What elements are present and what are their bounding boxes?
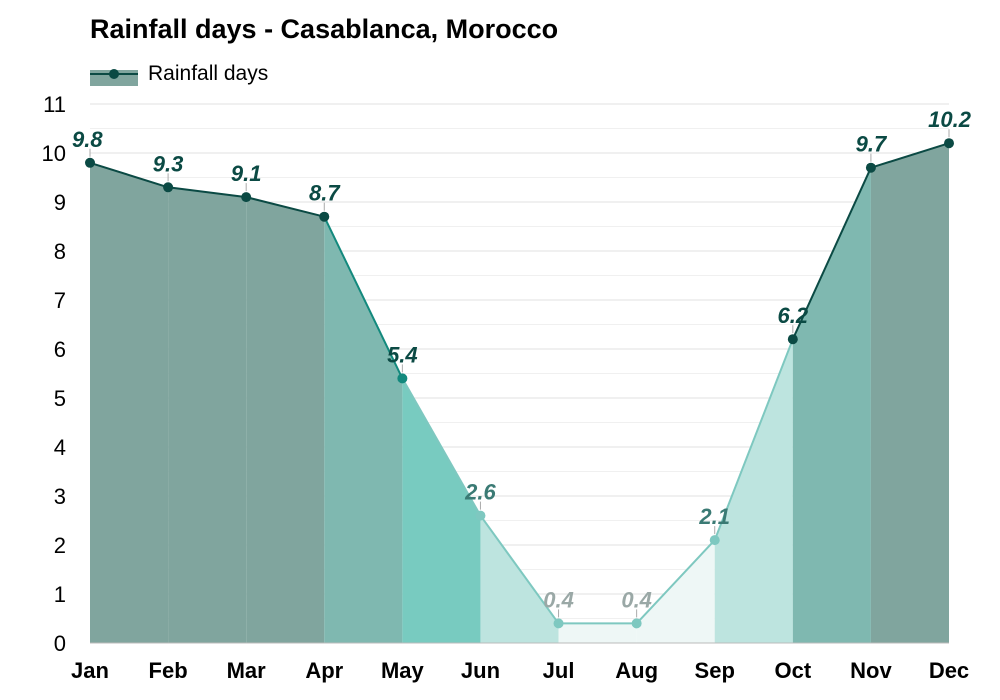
x-tick-label: Jul [543, 658, 575, 683]
x-tick-label: Nov [850, 658, 892, 683]
area-segment [324, 216, 403, 643]
area-segment [870, 143, 949, 643]
data-label: 10.2 [928, 107, 972, 132]
area-segment [246, 197, 325, 643]
y-tick-label: 10 [42, 141, 66, 166]
area-layer [90, 143, 949, 644]
data-label: 6.2 [778, 303, 809, 328]
data-point[interactable] [397, 373, 408, 384]
y-tick-label: 6 [54, 337, 66, 362]
data-label: 2.6 [464, 480, 496, 505]
data-label: 2.1 [698, 504, 730, 529]
x-tick-label: Feb [149, 658, 188, 683]
y-tick-label: 0 [54, 631, 66, 656]
x-tick-label: Apr [305, 658, 343, 683]
chart-title: Rainfall days - Casablanca, Morocco [90, 14, 559, 44]
area-segment [480, 515, 559, 643]
y-tick-label: 4 [54, 435, 66, 460]
line-layer [89, 142, 950, 625]
x-tick-label: Jun [461, 658, 500, 683]
series-line-segment [479, 515, 560, 624]
x-tick-label: May [381, 658, 425, 683]
series-line-segment [791, 167, 872, 340]
series-line-segment [245, 196, 325, 218]
data-label: 9.3 [153, 151, 184, 176]
series-line-segment [713, 338, 794, 541]
series-line-segment [323, 216, 404, 379]
data-point[interactable] [163, 182, 174, 193]
y-tick-label: 11 [43, 92, 66, 117]
data-point[interactable] [553, 618, 564, 629]
series-line-segment [167, 186, 247, 199]
y-tick-label: 5 [54, 386, 66, 411]
legend-swatch-marker [109, 69, 119, 79]
area-segment [558, 623, 637, 643]
data-point[interactable] [709, 535, 720, 546]
legend-swatch-icon [90, 69, 138, 86]
y-tick-label: 7 [54, 288, 66, 313]
data-point[interactable] [944, 138, 954, 149]
data-label: 0.4 [543, 587, 574, 612]
y-tick-label: 1 [54, 582, 66, 607]
series-line-segment [870, 142, 950, 169]
data-label: 9.8 [72, 127, 103, 152]
area-segment [636, 540, 715, 643]
series-line-segment [89, 161, 169, 189]
data-point[interactable] [787, 334, 798, 345]
area-segment [90, 162, 169, 644]
data-point[interactable] [631, 618, 642, 629]
y-tick-label: 8 [54, 239, 66, 264]
area-segment [714, 339, 793, 643]
axis-layer: 0 1 2 3 4 5 6 7 8 9 10 11 Jan Feb Mar Apr May Jun Jul Aug Se… [42, 92, 970, 683]
legend-swatch [90, 60, 138, 88]
data-label: 9.7 [856, 132, 888, 157]
x-tick-label: Jan [71, 658, 109, 683]
x-tick-label: Aug [615, 658, 658, 683]
area-segment [792, 167, 871, 643]
series-line-segment [635, 539, 716, 625]
legend[interactable]: Rainfall days [90, 60, 268, 88]
marker-layer [85, 129, 954, 629]
data-point[interactable] [475, 510, 486, 521]
series-line-segment [401, 377, 482, 517]
data-point[interactable] [85, 157, 95, 168]
area-segment [168, 187, 247, 644]
data-point[interactable] [319, 211, 330, 222]
x-tick-label: Mar [227, 658, 267, 683]
x-tick-label: Sep [695, 658, 735, 683]
y-tick-label: 3 [54, 484, 66, 509]
data-label: 9.1 [231, 161, 262, 186]
y-tick-label: 9 [54, 190, 66, 215]
label-layer: 9.8 9.3 9.1 8.7 5.4 2.6 0.4 0.4 2.1 6.2 9.7 10.2 [72, 107, 972, 612]
legend-label: Rainfall days [148, 62, 269, 85]
data-point[interactable] [865, 162, 876, 173]
data-label: 8.7 [309, 181, 341, 206]
x-tick-label: Oct [774, 658, 811, 683]
area-segment [402, 378, 481, 643]
y-tick-label: 2 [54, 533, 66, 558]
data-point[interactable] [241, 192, 252, 203]
data-label: 0.4 [621, 587, 652, 612]
x-tick-label: Dec [929, 658, 969, 683]
data-label: 5.4 [387, 342, 418, 367]
